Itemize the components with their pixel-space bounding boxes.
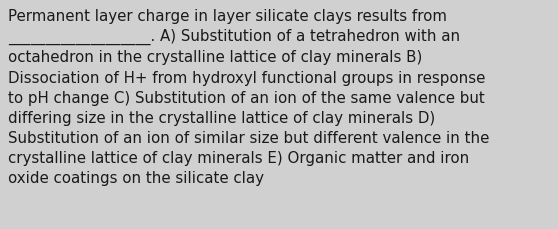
Text: Permanent layer charge in layer silicate clays results from
___________________.: Permanent layer charge in layer silicate… bbox=[8, 9, 489, 185]
